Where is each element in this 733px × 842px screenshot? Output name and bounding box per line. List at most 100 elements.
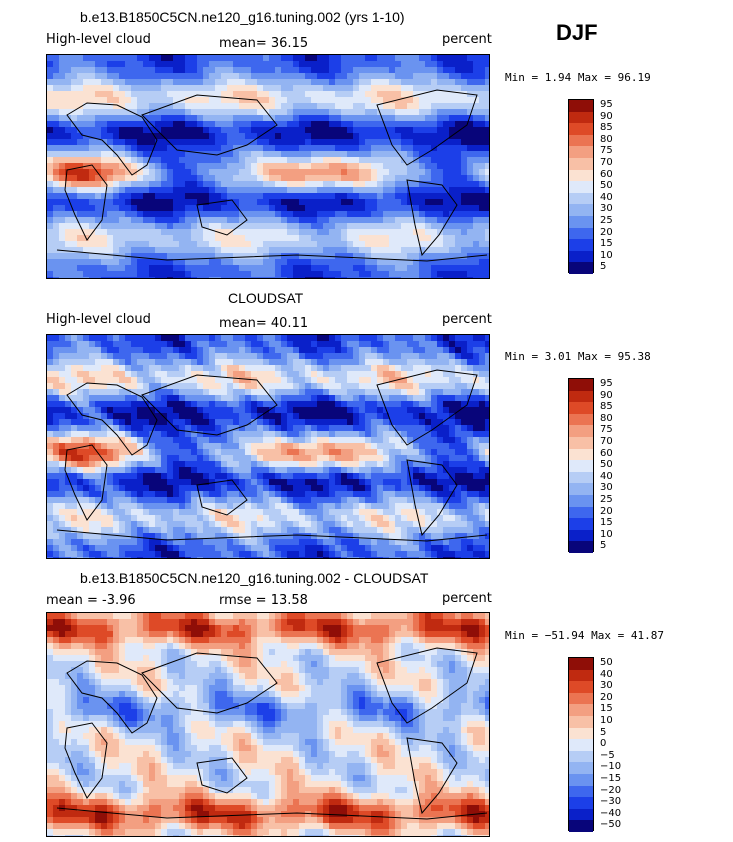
colorbar-swatch xyxy=(569,808,593,821)
colorbar-swatch xyxy=(569,704,593,716)
colorbar-label: 5 xyxy=(600,540,607,552)
coastline xyxy=(141,94,278,156)
colorbar-label: 15 xyxy=(600,703,613,715)
colorbar-label: 30 xyxy=(600,482,613,494)
colorbar-swatch xyxy=(569,692,593,705)
coastline xyxy=(66,660,158,734)
colorbar-label: 10 xyxy=(600,528,613,540)
panel-1-colorbar: 95 90 85 80 75 70 60 50 40 30 25 20 15 10 5 xyxy=(568,99,628,274)
colorbar-label: −5 xyxy=(600,749,615,761)
panel-2-mean-label: mean= 40.11 xyxy=(219,316,309,331)
panel-3-units-label: percent xyxy=(442,591,492,606)
colorbar-label: 50 xyxy=(600,657,613,668)
colorbar-swatch xyxy=(569,181,593,193)
colorbar-label: 40 xyxy=(600,191,613,203)
colorbar-label: 50 xyxy=(600,180,613,192)
colorbar-label: 5 xyxy=(600,261,607,273)
coastline xyxy=(66,382,158,456)
colorbar-label: 10 xyxy=(600,249,613,261)
contour-map xyxy=(47,613,489,836)
coastline xyxy=(56,249,488,262)
colorbar-swatch xyxy=(569,658,593,670)
colorbar-swatch xyxy=(569,483,593,495)
colorbar-label: 85 xyxy=(600,401,613,413)
colorbar-swatch xyxy=(569,529,593,542)
colorbar-swatch xyxy=(569,785,593,798)
colorbar-swatch xyxy=(569,192,593,205)
colorbar-swatch xyxy=(569,762,593,774)
panel-3-title: b.e13.B1850C5CN.ne120_g16.tuning.002 - C… xyxy=(80,570,429,586)
coastline xyxy=(64,164,108,241)
colorbar-swatch xyxy=(569,541,593,553)
colorbar-swatch xyxy=(569,123,593,135)
colorbar-label: −10 xyxy=(600,761,622,773)
panel-2-colorbar: 95 90 85 80 75 70 60 50 40 30 25 20 15 10 5 xyxy=(568,378,628,553)
colorbar-label: −40 xyxy=(600,807,622,819)
colorbar-label: 75 xyxy=(600,424,613,436)
colorbar-label: 60 xyxy=(600,447,613,459)
panel-3-rmse-label: rmse = 13.58 xyxy=(219,593,308,608)
colorbar-label: 0 xyxy=(600,738,607,750)
colorbar-swatch xyxy=(569,169,593,182)
colorbar-swatch xyxy=(569,460,593,472)
colorbar-swatch xyxy=(569,250,593,263)
colorbar-label: 15 xyxy=(600,517,613,529)
colorbar-swatch xyxy=(569,239,593,251)
panel-1-map xyxy=(46,54,490,279)
colorbar-label: 90 xyxy=(600,389,613,401)
colorbar-label: 20 xyxy=(600,226,613,238)
panel-1-title: b.e13.B1850C5CN.ne120_g16.tuning.002 (yr… xyxy=(80,9,405,25)
panel-2-title: CLOUDSAT xyxy=(228,290,304,306)
colorbar-label: 20 xyxy=(600,691,613,703)
panel-1-minmax: Min = 1.94 Max = 96.19 xyxy=(505,71,651,84)
colorbar-swatch xyxy=(569,215,593,228)
colorbar-swatch xyxy=(569,100,593,112)
panel-2-units-label: percent xyxy=(442,312,492,327)
colorbar-label: 70 xyxy=(600,157,613,168)
coastline xyxy=(56,529,488,542)
colorbar-label: 60 xyxy=(600,168,613,180)
colorbar-label: 95 xyxy=(600,99,613,110)
colorbar-swatch xyxy=(569,390,593,403)
coastline xyxy=(64,722,108,799)
coastline xyxy=(406,179,458,257)
colorbar-label: 80 xyxy=(600,133,613,145)
coastline xyxy=(376,369,478,446)
colorbar-swatch xyxy=(569,157,593,170)
panel-3-minmax: Min = −51.94 Max = 41.87 xyxy=(505,629,664,642)
colorbar-swatch xyxy=(569,402,593,414)
coastline xyxy=(141,374,278,436)
colorbar-swatch xyxy=(569,425,593,437)
colorbar-swatch xyxy=(569,111,593,124)
colorbar-swatch xyxy=(569,773,593,786)
colorbar-swatch xyxy=(569,727,593,740)
colorbar-swatch xyxy=(569,750,593,763)
colorbar-swatch xyxy=(569,820,593,832)
colorbar-swatch xyxy=(569,134,593,147)
panel-3-mean-label: mean = -3.96 xyxy=(46,593,136,608)
colorbar-swatches xyxy=(568,378,594,553)
colorbar-swatches xyxy=(568,657,594,832)
colorbar-label: 75 xyxy=(600,145,613,157)
coastline xyxy=(406,737,458,815)
coastline xyxy=(376,647,478,724)
colorbar-swatch xyxy=(569,227,593,240)
panel-3-colorbar: 50 40 30 20 15 10 5 0 −5 −10 −15 −20 −30 −40 −50 xyxy=(568,657,628,832)
colorbar-swatch xyxy=(569,518,593,530)
colorbar-label: 85 xyxy=(600,122,613,134)
season-label: DJF xyxy=(556,20,598,45)
colorbar-label: 10 xyxy=(600,715,613,726)
coastline xyxy=(141,652,278,714)
colorbar-swatch xyxy=(569,739,593,751)
panel-1-units-label: percent xyxy=(442,32,492,47)
colorbar-label: 50 xyxy=(600,459,613,471)
colorbar-label: 80 xyxy=(600,412,613,424)
colorbar-swatch xyxy=(569,379,593,391)
colorbar-swatch xyxy=(569,436,593,449)
colorbar-label: −20 xyxy=(600,784,622,796)
colorbar-swatch xyxy=(569,448,593,461)
coastline xyxy=(56,807,488,820)
coastline xyxy=(66,102,158,176)
colorbar-label: 70 xyxy=(600,436,613,447)
colorbar-swatch xyxy=(569,413,593,426)
